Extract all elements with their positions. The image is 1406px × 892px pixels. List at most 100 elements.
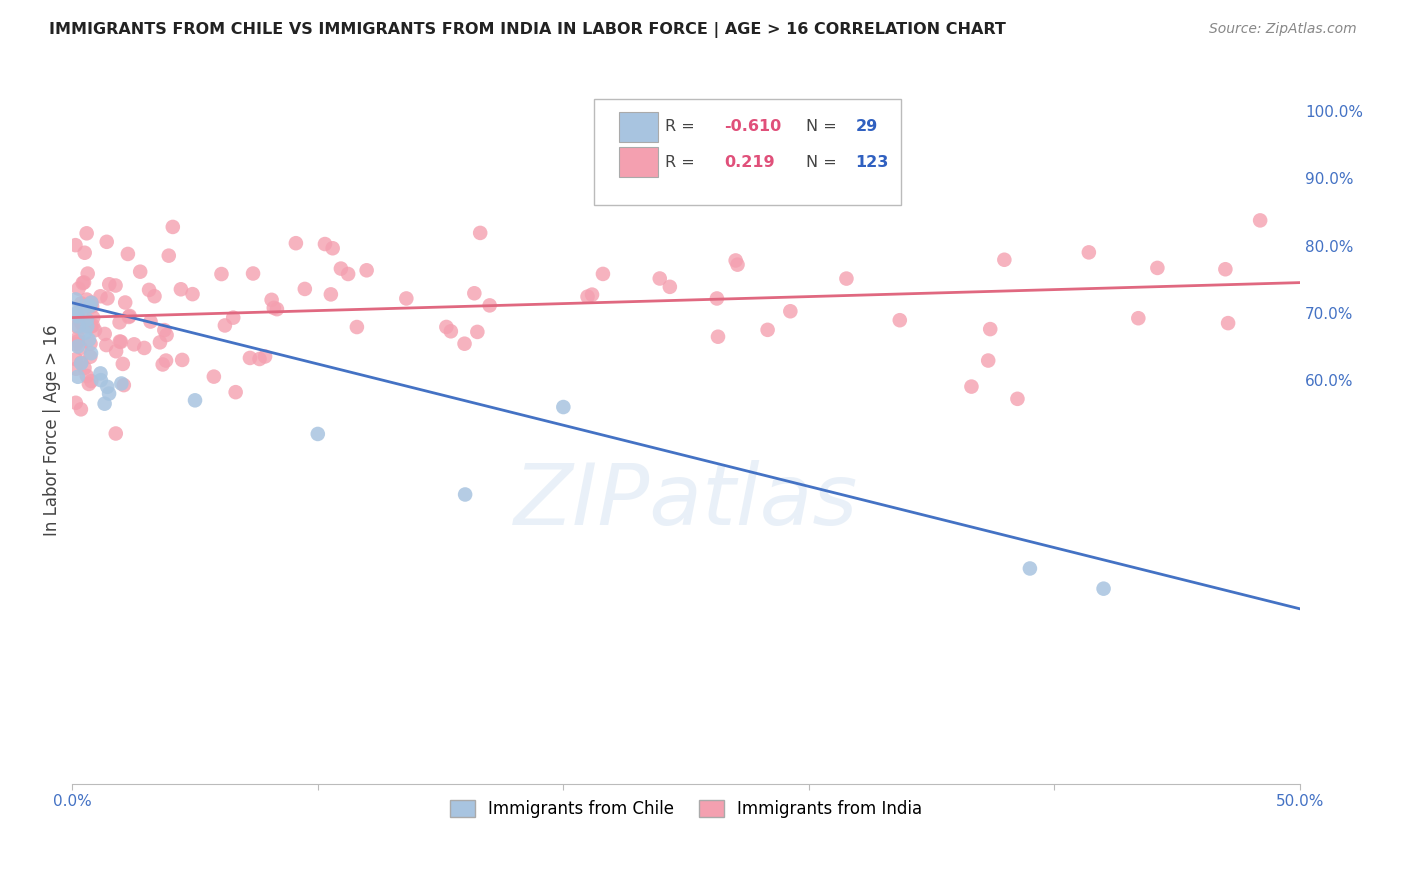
Point xyxy=(1249,213,1271,227)
Point xyxy=(134,341,156,355)
Point xyxy=(993,252,1015,267)
Point xyxy=(284,236,307,251)
Text: ZIPatlas: ZIPatlas xyxy=(515,459,858,542)
Point xyxy=(155,353,177,368)
Point xyxy=(706,292,728,306)
Point xyxy=(66,334,89,349)
Point xyxy=(779,304,801,318)
Point xyxy=(756,323,779,337)
Y-axis label: In Labor Force | Age > 16: In Labor Force | Age > 16 xyxy=(44,325,60,536)
Point xyxy=(65,352,87,367)
Point xyxy=(70,402,93,417)
Point xyxy=(149,335,172,350)
Point xyxy=(80,295,103,310)
Point xyxy=(260,293,283,307)
Point xyxy=(111,357,134,371)
Point xyxy=(117,247,139,261)
Text: IMMIGRANTS FROM CHILE VS IMMIGRANTS FROM INDIA IN LABOR FORCE | AGE > 16 CORRELA: IMMIGRANTS FROM CHILE VS IMMIGRANTS FROM… xyxy=(49,22,1007,38)
Point xyxy=(76,312,98,326)
Point xyxy=(440,324,463,338)
Point xyxy=(65,319,87,334)
FancyBboxPatch shape xyxy=(595,99,901,204)
Point xyxy=(70,296,93,310)
Point xyxy=(82,310,104,325)
Point xyxy=(454,487,477,501)
Point xyxy=(470,226,492,240)
Point xyxy=(322,241,344,255)
Point xyxy=(96,380,118,394)
Point xyxy=(80,346,103,360)
Point xyxy=(112,378,135,392)
Point xyxy=(69,314,91,328)
Point xyxy=(889,313,911,327)
Point xyxy=(162,219,184,234)
Point xyxy=(76,267,98,281)
Point xyxy=(592,267,614,281)
Point xyxy=(80,319,103,334)
Point xyxy=(467,325,489,339)
Point xyxy=(658,280,681,294)
Point xyxy=(648,271,671,285)
Point xyxy=(66,306,89,320)
Point xyxy=(73,361,96,376)
Point xyxy=(65,396,87,410)
Legend: Immigrants from Chile, Immigrants from India: Immigrants from Chile, Immigrants from I… xyxy=(443,793,929,825)
Point xyxy=(138,283,160,297)
Point xyxy=(82,318,104,333)
Point xyxy=(79,299,101,313)
Point xyxy=(77,376,100,391)
Point xyxy=(1019,561,1042,575)
Point xyxy=(960,379,983,393)
Point xyxy=(65,361,87,376)
Point xyxy=(89,367,111,381)
Point xyxy=(266,302,288,317)
Text: -0.610: -0.610 xyxy=(724,120,782,135)
Point xyxy=(70,356,93,370)
Point xyxy=(707,329,730,343)
Point xyxy=(84,323,107,337)
Point xyxy=(73,301,96,316)
Point xyxy=(713,174,735,188)
Point xyxy=(977,353,1000,368)
FancyBboxPatch shape xyxy=(619,147,658,177)
Point xyxy=(239,351,262,365)
Point xyxy=(453,336,475,351)
Point xyxy=(73,245,96,260)
Point xyxy=(96,291,118,305)
Point xyxy=(73,299,96,313)
Point xyxy=(108,334,131,349)
Point xyxy=(104,278,127,293)
Point xyxy=(67,319,90,334)
Point xyxy=(69,341,91,355)
Point xyxy=(67,282,90,296)
Point xyxy=(1092,582,1115,596)
Point xyxy=(76,319,98,334)
Point xyxy=(70,317,93,331)
Point xyxy=(478,298,501,312)
Point xyxy=(79,336,101,351)
Point xyxy=(76,227,98,241)
Point xyxy=(80,374,103,388)
Text: 123: 123 xyxy=(856,154,889,169)
Point xyxy=(79,350,101,364)
Point xyxy=(152,358,174,372)
Point xyxy=(184,393,207,408)
Point xyxy=(202,369,225,384)
Point xyxy=(307,426,329,441)
Point xyxy=(1216,316,1239,330)
Point xyxy=(63,306,86,320)
Text: N =: N = xyxy=(807,120,842,135)
Point xyxy=(319,287,342,301)
Point xyxy=(225,385,247,400)
Point xyxy=(96,338,118,352)
Point xyxy=(337,267,360,281)
Point xyxy=(329,261,352,276)
Text: 0.219: 0.219 xyxy=(724,154,775,169)
Point xyxy=(118,310,141,324)
Point xyxy=(93,326,115,341)
Point xyxy=(1146,260,1168,275)
Point xyxy=(181,287,204,301)
Text: R =: R = xyxy=(665,154,706,169)
Point xyxy=(1077,245,1099,260)
Point xyxy=(249,351,271,366)
